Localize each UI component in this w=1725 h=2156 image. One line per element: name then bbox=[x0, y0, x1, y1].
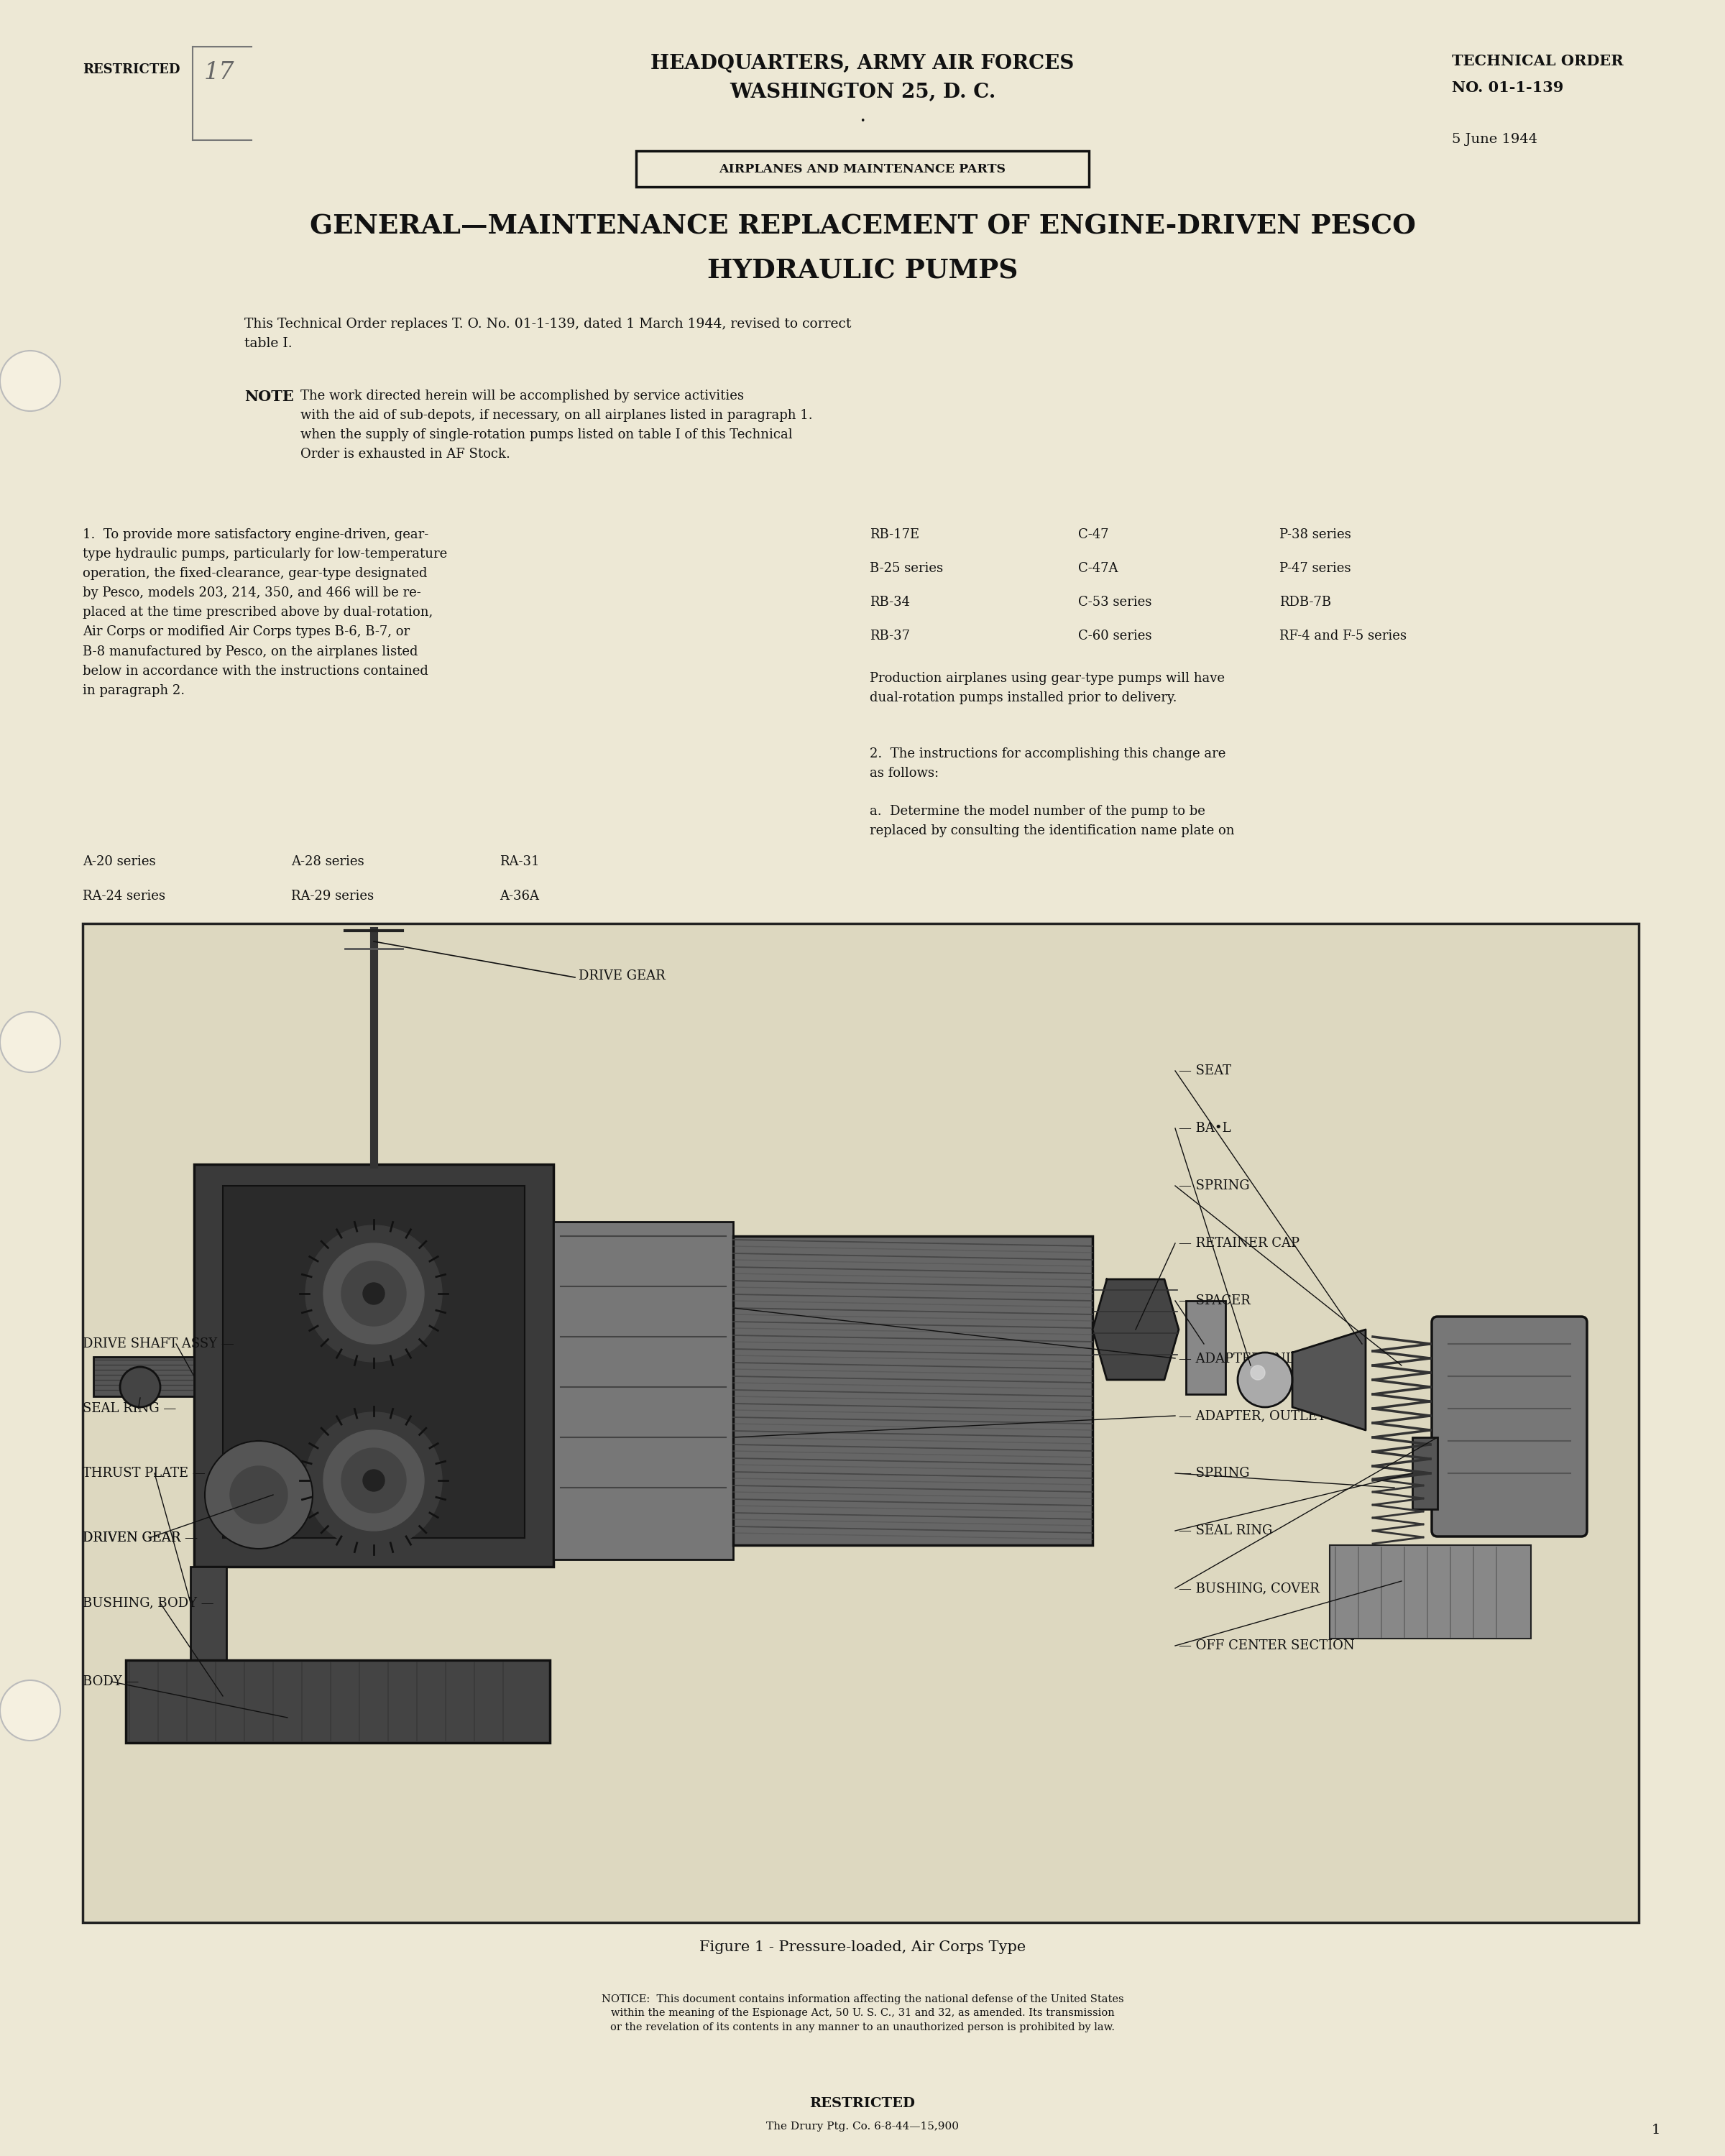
Text: P-38 series: P-38 series bbox=[1280, 528, 1351, 541]
Text: — SEAT: — SEAT bbox=[1178, 1065, 1232, 1078]
Circle shape bbox=[121, 1367, 160, 1408]
Polygon shape bbox=[1292, 1330, 1366, 1429]
Text: RESTRICTED: RESTRICTED bbox=[809, 2098, 916, 2111]
Text: RA-24 series: RA-24 series bbox=[83, 890, 166, 903]
Text: 1.  To provide more satisfactory engine-driven, gear-
type hydraulic pumps, part: 1. To provide more satisfactory engine-d… bbox=[83, 528, 447, 696]
Text: NO. 01-1-139: NO. 01-1-139 bbox=[1452, 80, 1563, 95]
Text: HEADQUARTERS, ARMY AIR FORCES: HEADQUARTERS, ARMY AIR FORCES bbox=[650, 54, 1075, 73]
Text: C-47: C-47 bbox=[1078, 528, 1109, 541]
Circle shape bbox=[342, 1261, 405, 1326]
Circle shape bbox=[0, 351, 60, 412]
Text: C-47A: C-47A bbox=[1078, 563, 1118, 576]
Text: RB-37: RB-37 bbox=[869, 630, 911, 642]
Text: RB-17E: RB-17E bbox=[869, 528, 919, 541]
Bar bbox=[223, 1186, 524, 1537]
Circle shape bbox=[0, 1011, 60, 1072]
Circle shape bbox=[324, 1429, 424, 1531]
Text: SEAL RING —: SEAL RING — bbox=[83, 1401, 176, 1414]
Bar bbox=[637, 151, 1088, 188]
Text: A-28 series: A-28 series bbox=[292, 856, 364, 869]
Text: AIRPLANES AND MAINTENANCE PARTS: AIRPLANES AND MAINTENANCE PARTS bbox=[719, 164, 1006, 175]
Text: C-60 series: C-60 series bbox=[1078, 630, 1152, 642]
Text: RF-4 and F-5 series: RF-4 and F-5 series bbox=[1280, 630, 1406, 642]
Text: The Drury Ptg. Co. 6-8-44—15,900: The Drury Ptg. Co. 6-8-44—15,900 bbox=[766, 2122, 959, 2132]
Bar bbox=[193, 1164, 554, 1567]
Text: a.  Determine the model number of the pump to be
replaced by consulting the iden: a. Determine the model number of the pum… bbox=[869, 804, 1235, 837]
Bar bbox=[126, 1660, 550, 1742]
Bar bbox=[93, 1356, 193, 1397]
Text: 5 June 1944: 5 June 1944 bbox=[1452, 134, 1537, 147]
Text: 2.  The instructions for accomplishing this change are
as follows:: 2. The instructions for accomplishing th… bbox=[869, 748, 1226, 780]
Circle shape bbox=[205, 1440, 312, 1548]
Text: RB-34: RB-34 bbox=[869, 595, 911, 608]
Text: — RETAINER CAP: — RETAINER CAP bbox=[1178, 1238, 1299, 1250]
Text: DRIVEN GEAR —: DRIVEN GEAR — bbox=[83, 1531, 198, 1544]
Text: — SPRING: — SPRING bbox=[1178, 1466, 1249, 1479]
Text: — BUSHING, COVER: — BUSHING, COVER bbox=[1178, 1583, 1320, 1595]
Text: P-47 series: P-47 series bbox=[1280, 563, 1351, 576]
Text: BODY —: BODY — bbox=[83, 1675, 140, 1688]
Bar bbox=[554, 1222, 733, 1559]
Polygon shape bbox=[1092, 1279, 1178, 1380]
Circle shape bbox=[362, 1470, 385, 1492]
Text: WASHINGTON 25, D. C.: WASHINGTON 25, D. C. bbox=[730, 82, 995, 101]
Text: — SEAL RING: — SEAL RING bbox=[1178, 1524, 1273, 1537]
Text: TECHNICAL ORDER: TECHNICAL ORDER bbox=[1452, 54, 1623, 69]
Bar bbox=[1187, 1300, 1225, 1395]
Text: DRIVE GEAR: DRIVE GEAR bbox=[578, 970, 666, 983]
Text: — OFF CENTER SECTION: — OFF CENTER SECTION bbox=[1178, 1639, 1354, 1651]
Circle shape bbox=[362, 1283, 385, 1304]
Text: RA-31: RA-31 bbox=[500, 856, 540, 869]
Text: NOTE: NOTE bbox=[245, 390, 293, 403]
Bar bbox=[733, 1235, 1092, 1546]
Text: Figure 1 - Pressure-loaded, Air Corps Type: Figure 1 - Pressure-loaded, Air Corps Ty… bbox=[699, 1940, 1026, 1953]
Text: — SPRING: — SPRING bbox=[1178, 1179, 1249, 1192]
Bar bbox=[83, 923, 1639, 1923]
Circle shape bbox=[305, 1412, 442, 1548]
Circle shape bbox=[1239, 1352, 1292, 1408]
Circle shape bbox=[1251, 1365, 1264, 1380]
Circle shape bbox=[324, 1244, 424, 1343]
Text: A-20 series: A-20 series bbox=[83, 856, 155, 869]
Circle shape bbox=[342, 1449, 405, 1514]
Text: RA-29 series: RA-29 series bbox=[292, 890, 374, 903]
Text: DRIVEN GEAR —: DRIVEN GEAR — bbox=[83, 1531, 198, 1544]
Text: THRUST PLATE —: THRUST PLATE — bbox=[83, 1466, 205, 1479]
Text: C-53 series: C-53 series bbox=[1078, 595, 1152, 608]
Text: B-25 series: B-25 series bbox=[869, 563, 944, 576]
Text: DRIVE SHAFT ASSY —: DRIVE SHAFT ASSY — bbox=[83, 1337, 235, 1350]
Text: A-36A: A-36A bbox=[500, 890, 538, 903]
Circle shape bbox=[0, 1680, 60, 1740]
Text: — ADAPTER, OUTLET: — ADAPTER, OUTLET bbox=[1178, 1410, 1327, 1423]
Text: The work directed herein will be accomplished by service activities
with the aid: The work directed herein will be accompl… bbox=[300, 390, 812, 461]
Text: 17: 17 bbox=[204, 60, 235, 84]
Text: NOTICE:  This document contains information affecting the national defense of th: NOTICE: This document contains informati… bbox=[602, 1994, 1123, 2033]
Text: This Technical Order replaces T. O. No. 01-1-139, dated 1 March 1944, revised to: This Technical Order replaces T. O. No. … bbox=[245, 317, 850, 349]
Text: Production airplanes using gear-type pumps will have
dual-rotation pumps install: Production airplanes using gear-type pum… bbox=[869, 673, 1225, 705]
Bar bbox=[1413, 1438, 1437, 1509]
Circle shape bbox=[305, 1225, 442, 1363]
Text: — ADAPTER, INLET: — ADAPTER, INLET bbox=[1178, 1352, 1313, 1365]
Text: GENERAL—MAINTENANCE REPLACEMENT OF ENGINE-DRIVEN PESCO: GENERAL—MAINTENANCE REPLACEMENT OF ENGIN… bbox=[309, 213, 1416, 239]
Text: RESTRICTED: RESTRICTED bbox=[83, 63, 179, 75]
Circle shape bbox=[229, 1466, 288, 1524]
Bar bbox=[1330, 1546, 1532, 1639]
Text: 1: 1 bbox=[1651, 2124, 1659, 2137]
Text: •: • bbox=[859, 116, 866, 125]
Text: RDB-7B: RDB-7B bbox=[1280, 595, 1332, 608]
FancyBboxPatch shape bbox=[1432, 1317, 1587, 1537]
Text: BUSHING, BODY —: BUSHING, BODY — bbox=[83, 1595, 214, 1608]
Text: — BA•L: — BA•L bbox=[1178, 1121, 1232, 1134]
Text: HYDRAULIC PUMPS: HYDRAULIC PUMPS bbox=[707, 257, 1018, 285]
Bar bbox=[190, 1567, 226, 1731]
Text: — SPACER: — SPACER bbox=[1178, 1294, 1251, 1307]
